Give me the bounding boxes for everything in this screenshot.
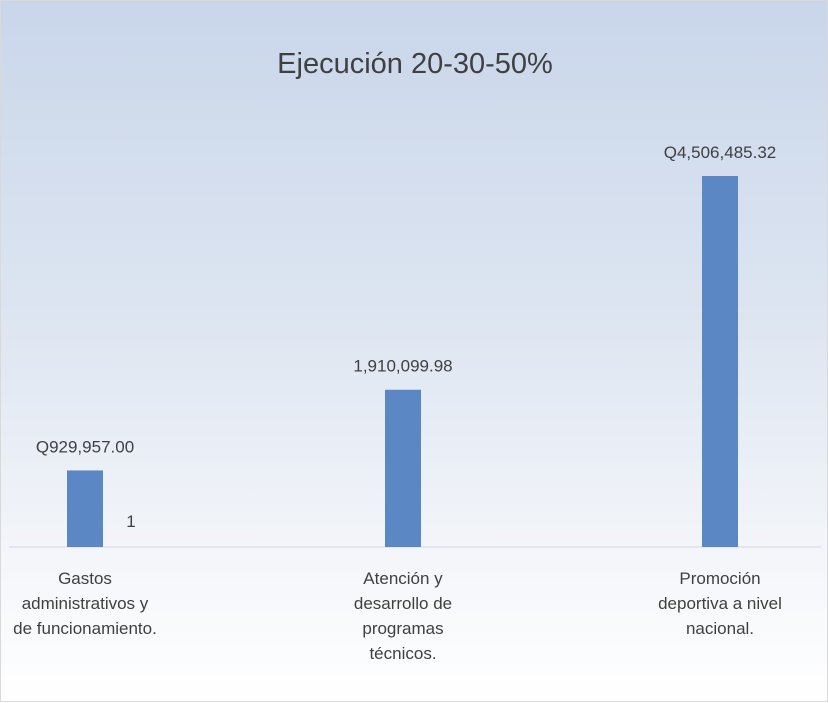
- bar: [702, 176, 738, 547]
- x-tick-label: Promoción deportiva a nivel nacional.: [658, 569, 782, 638]
- bar: [67, 470, 103, 547]
- chart-title: Ejecución 20-30-50%: [277, 48, 553, 80]
- x-tick-label: Atención y desarrollo de programas técni…: [353, 569, 453, 663]
- data-label: Q929,957.00: [36, 437, 134, 456]
- data-label: Q4,506,485.32: [664, 143, 776, 162]
- annotation: 1: [126, 512, 135, 531]
- x-tick-label: Gastos administrativos y de funcionamien…: [13, 569, 157, 638]
- data-label: 1,910,099.98: [353, 357, 452, 376]
- bar: [385, 389, 421, 547]
